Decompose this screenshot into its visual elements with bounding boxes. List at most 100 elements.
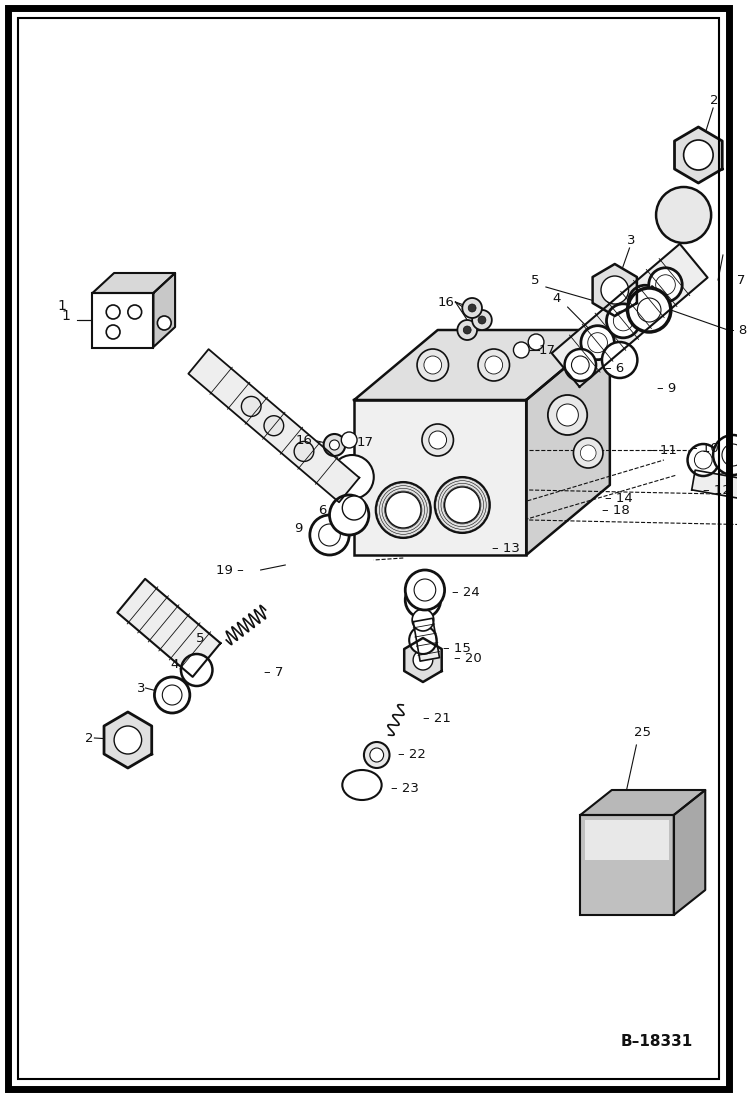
Circle shape — [414, 579, 436, 601]
Circle shape — [241, 396, 261, 417]
Text: 17: 17 — [539, 343, 556, 357]
Circle shape — [157, 316, 172, 330]
Text: – 11: – 11 — [649, 443, 677, 456]
Polygon shape — [413, 619, 440, 661]
Text: 16: 16 — [296, 433, 313, 446]
Text: B–18331: B–18331 — [620, 1034, 693, 1050]
Text: – 15: – 15 — [443, 642, 470, 655]
Text: – 22: – 22 — [398, 748, 426, 761]
Circle shape — [565, 349, 596, 381]
Text: 4: 4 — [171, 658, 179, 671]
Circle shape — [557, 404, 578, 426]
Circle shape — [601, 276, 628, 304]
Circle shape — [310, 514, 349, 555]
Circle shape — [472, 310, 492, 330]
Text: 3: 3 — [137, 681, 145, 694]
Circle shape — [405, 570, 445, 610]
Circle shape — [445, 487, 480, 523]
Ellipse shape — [342, 770, 382, 800]
Text: 9: 9 — [294, 521, 303, 534]
Text: 5: 5 — [531, 273, 539, 286]
Circle shape — [628, 289, 671, 332]
Circle shape — [318, 524, 340, 546]
Polygon shape — [104, 712, 152, 768]
Circle shape — [342, 496, 366, 520]
Circle shape — [154, 677, 189, 713]
Circle shape — [713, 436, 749, 475]
Circle shape — [370, 748, 383, 762]
Polygon shape — [592, 264, 637, 316]
Text: – 7: – 7 — [264, 666, 283, 679]
Text: – 9: – 9 — [657, 382, 676, 395]
Circle shape — [386, 491, 421, 528]
Circle shape — [656, 186, 711, 244]
Polygon shape — [404, 638, 442, 682]
Text: – 14: – 14 — [605, 491, 633, 505]
Circle shape — [574, 438, 603, 468]
Bar — [585, 819, 669, 860]
Polygon shape — [154, 273, 175, 347]
Polygon shape — [527, 330, 610, 555]
Text: – 13: – 13 — [492, 542, 520, 554]
Text: 2: 2 — [85, 732, 94, 745]
Bar — [580, 815, 674, 915]
Circle shape — [364, 742, 389, 768]
Text: – 10: – 10 — [691, 441, 719, 454]
Text: – 18: – 18 — [602, 504, 630, 517]
Circle shape — [330, 455, 374, 499]
Circle shape — [413, 651, 433, 670]
Polygon shape — [118, 579, 220, 677]
Text: 1: 1 — [57, 299, 66, 313]
Circle shape — [548, 395, 587, 436]
Polygon shape — [692, 471, 748, 499]
Circle shape — [694, 451, 712, 470]
Circle shape — [330, 440, 339, 450]
Text: 25: 25 — [634, 725, 652, 738]
Text: – 20: – 20 — [455, 652, 482, 665]
Circle shape — [294, 441, 314, 462]
Circle shape — [571, 357, 589, 374]
Text: 5: 5 — [196, 632, 204, 645]
Text: – 6: – 6 — [605, 362, 624, 374]
Circle shape — [528, 333, 544, 350]
Text: – 21: – 21 — [423, 712, 451, 724]
Circle shape — [635, 292, 655, 313]
Text: 16: 16 — [437, 295, 455, 308]
Circle shape — [684, 140, 713, 170]
Circle shape — [128, 305, 142, 319]
Circle shape — [514, 342, 530, 358]
Circle shape — [478, 316, 486, 324]
Circle shape — [628, 285, 661, 319]
Circle shape — [412, 609, 434, 631]
Text: 2: 2 — [710, 93, 719, 106]
Circle shape — [462, 298, 482, 318]
Circle shape — [464, 326, 471, 333]
Circle shape — [580, 445, 596, 461]
Text: 17: 17 — [356, 436, 373, 449]
Circle shape — [602, 342, 637, 378]
Text: – 7: – 7 — [726, 273, 745, 286]
Circle shape — [424, 357, 442, 374]
Polygon shape — [675, 127, 722, 183]
Circle shape — [181, 654, 213, 686]
Circle shape — [422, 425, 453, 456]
Circle shape — [405, 583, 440, 618]
Text: – 24: – 24 — [452, 586, 480, 599]
Circle shape — [106, 325, 120, 339]
Circle shape — [330, 495, 369, 535]
Bar — [354, 400, 527, 555]
Circle shape — [722, 444, 744, 466]
Circle shape — [264, 416, 284, 436]
Polygon shape — [188, 349, 360, 502]
Polygon shape — [580, 790, 706, 815]
Circle shape — [434, 477, 490, 533]
Text: 4: 4 — [553, 292, 561, 305]
Circle shape — [342, 432, 357, 448]
Circle shape — [485, 357, 503, 374]
Circle shape — [649, 268, 682, 302]
Circle shape — [478, 349, 509, 381]
Text: – 12: – 12 — [703, 484, 731, 497]
Text: – 8: – 8 — [728, 324, 747, 337]
Text: 1: 1 — [61, 309, 70, 323]
Text: 6: 6 — [318, 504, 327, 517]
